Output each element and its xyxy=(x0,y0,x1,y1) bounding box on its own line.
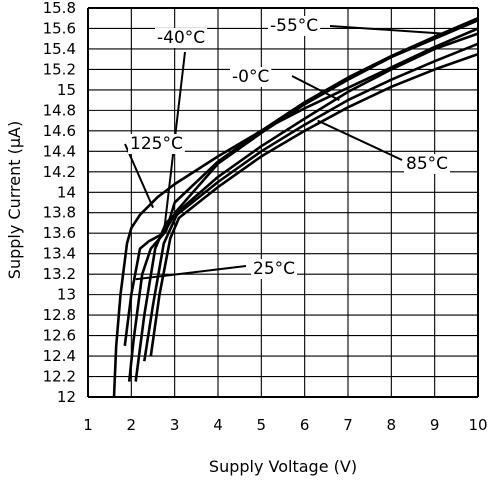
y-tick-label: 14 xyxy=(57,183,76,201)
y-tick-label: 15.8 xyxy=(43,0,76,17)
annotation-bg xyxy=(268,16,321,36)
y-tick-label: 12.8 xyxy=(43,306,76,324)
y-tick-label: 12.4 xyxy=(43,347,76,365)
annotation-leader xyxy=(291,75,340,102)
annotation-label: -40°C xyxy=(157,28,205,48)
annotation-label: -55°C xyxy=(270,16,318,36)
series-line xyxy=(112,27,479,398)
y-tick-label: 15.4 xyxy=(43,40,76,58)
x-tick-label: 9 xyxy=(430,416,440,434)
x-tick-label: 5 xyxy=(257,416,267,434)
x-tick-labels: 1 2 3 4 5 6 7 8 9 10 xyxy=(83,416,487,434)
y-tick-label: 14.6 xyxy=(43,122,76,140)
y-tick-label: 14.2 xyxy=(43,163,76,181)
annotation-bg xyxy=(230,67,272,87)
y-tick-label: 13.8 xyxy=(43,204,76,222)
y-tick-label: 15 xyxy=(57,81,76,99)
series-line xyxy=(143,42,479,362)
annotation-bg xyxy=(155,28,208,48)
x-tick-label: 10 xyxy=(468,416,487,434)
x-tick-label: 8 xyxy=(387,416,397,434)
x-tick-label: 1 xyxy=(83,416,93,434)
x-axis-title: Supply Voltage (V) xyxy=(209,457,357,476)
annotation-label: 125°C xyxy=(130,134,183,154)
y-tick-label: 13 xyxy=(57,286,76,304)
x-tick-label: 3 xyxy=(170,416,180,434)
y-tick-label: 15.2 xyxy=(43,60,76,78)
x-tick-label: 2 xyxy=(127,416,137,434)
series-line xyxy=(134,32,479,382)
annotation-leader xyxy=(124,143,154,209)
series-group xyxy=(112,17,479,398)
annotations: -40°C -55°C -0°C 125°C 85°C 25°C xyxy=(124,16,451,281)
y-tick-label: 13.4 xyxy=(43,245,76,263)
x-tick-label: 6 xyxy=(300,416,310,434)
annotation-leader xyxy=(135,265,247,281)
annotation-bg xyxy=(251,259,298,279)
x-tick-label: 7 xyxy=(343,416,353,434)
y-tick-label: 13.2 xyxy=(43,265,76,283)
y-tick-label: 15.6 xyxy=(43,19,76,37)
x-tick-label: 4 xyxy=(213,416,223,434)
y-tick-label: 14.8 xyxy=(43,101,76,119)
y-tick-labels: 12 12.2 12.4 12.6 12.8 13 13.2 13.4 13.6 13.8 14 14… xyxy=(43,0,76,406)
series-line xyxy=(149,52,479,357)
annotation-label: -0°C xyxy=(232,67,269,87)
annotation-bg xyxy=(128,134,185,154)
y-axis-title: Supply Current (μA) xyxy=(5,121,24,279)
y-tick-label: 13.6 xyxy=(43,224,76,242)
y-tick-label: 14.4 xyxy=(43,142,76,160)
annotation-leader xyxy=(329,25,444,35)
y-tick-label: 12.2 xyxy=(43,368,76,386)
annotation-bg xyxy=(404,154,451,174)
grid xyxy=(87,7,479,398)
annotation-label: 25°C xyxy=(253,259,295,279)
y-tick-label: 12 xyxy=(57,388,76,406)
annotation-leader xyxy=(317,119,403,161)
y-tick-label: 12.6 xyxy=(43,327,76,345)
annotation-label: 85°C xyxy=(406,154,448,174)
series-line xyxy=(123,19,479,346)
